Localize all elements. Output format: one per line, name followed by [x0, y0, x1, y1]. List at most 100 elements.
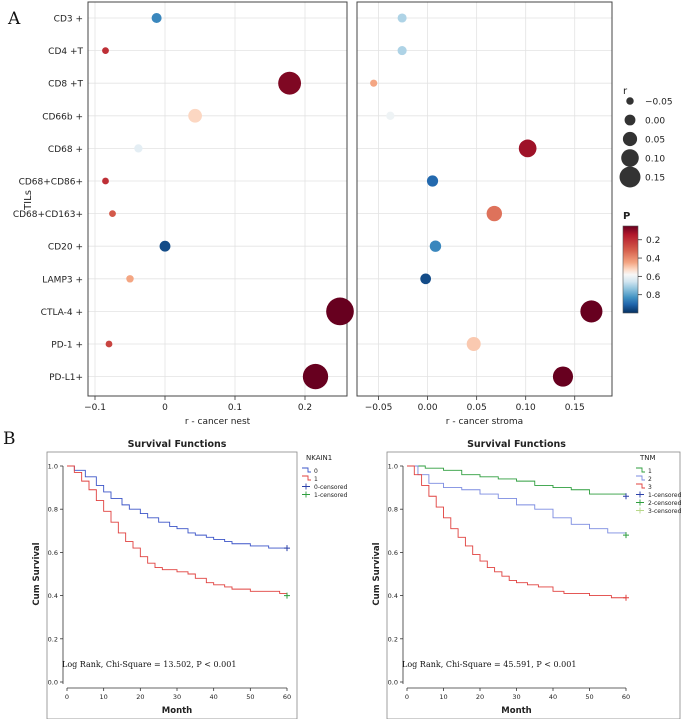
legend-title: TNM — [639, 454, 656, 462]
x-tick-label: −0.1 — [84, 403, 106, 413]
x-tick-label: 30 — [173, 693, 181, 701]
bubble-point — [486, 205, 503, 222]
colorbar-tick-label: 0.4 — [646, 255, 661, 265]
color-legend-title: P — [623, 211, 630, 222]
chart-frame — [46, 451, 298, 719]
y-tick-label: 0.0 — [388, 679, 398, 687]
bubble-point — [102, 47, 109, 54]
plot-frame — [87, 1, 348, 397]
bubble-point — [518, 139, 537, 158]
x-tick-label: 60 — [283, 693, 291, 701]
censor-mark — [284, 545, 290, 552]
legend-entry: 0-censored — [314, 484, 348, 491]
bubble-panel-2: −0.05 0.00 0.05 0.10 0.15 r - cancer stroma — [356, 1, 613, 427]
legend-entry: 1 — [314, 476, 318, 483]
bubble-point — [126, 275, 134, 283]
x-tick-label: 50 — [585, 693, 593, 701]
x-tick-label: 0 — [162, 403, 168, 413]
legend-entry: 1-censored — [314, 492, 348, 499]
x-tick-label: 50 — [246, 693, 254, 701]
category-tick-label: PD-L1+ — [49, 373, 83, 383]
legend-title: NKAIN1 — [306, 454, 332, 462]
category-tick-label: PD-1 + — [51, 341, 83, 351]
x-tick-label: 0.1 — [228, 403, 242, 413]
bubble-point — [102, 177, 109, 185]
size-legend-label: 0.10 — [645, 155, 665, 165]
colorbar-tick-label: 0.6 — [646, 273, 661, 283]
km-chart-2: Survival Functions 0.0 0.2 0.4 0.6 0.8 1.0 0 10 2… — [372, 439, 682, 719]
category-tick-label: CTLA-4 + — [41, 308, 83, 318]
x-tick-label: 0.00 — [418, 403, 438, 413]
size-legend-dot — [621, 149, 639, 167]
x-tick-label: 20 — [136, 693, 144, 701]
bubble-chart-a: TILs CD3 + CD4 +T CD8 +T CD66b + CD68 + CD68+C… — [13, 1, 673, 427]
legend-marker — [636, 491, 644, 498]
legend-marker — [302, 467, 311, 473]
y-tick-label: 0.4 — [48, 592, 58, 600]
bubble-point — [326, 297, 354, 326]
size-legend-dot — [626, 97, 634, 105]
y-axis-title: Cum Survival — [372, 542, 382, 605]
bubble-point — [278, 71, 302, 95]
y-tick-label: 0.2 — [388, 635, 398, 643]
bubble-point — [159, 240, 171, 252]
legend-marker — [636, 499, 644, 506]
category-tick-label: CD68 + — [48, 145, 83, 155]
size-legend-label: 0.05 — [645, 136, 665, 146]
bubble-point — [386, 111, 395, 120]
legend-marker — [636, 467, 645, 473]
survival-curve-1 — [67, 465, 288, 596]
survival-curve-1 — [407, 465, 627, 497]
x-tick-label: 0.15 — [565, 403, 585, 413]
y-tick-label: 1.0 — [388, 463, 398, 471]
logrank-annotation: Log Rank, Chi-Square = 45.591, P < 0.001 — [402, 660, 576, 669]
legend-marker — [302, 491, 310, 498]
x-tick-label: 20 — [476, 693, 484, 701]
x-tick-label: 40 — [210, 693, 218, 701]
x-tick-label: 0.2 — [298, 403, 312, 413]
bubble-point — [580, 300, 603, 323]
bubble-point — [466, 336, 481, 352]
size-legend-dot — [619, 166, 641, 188]
x-tick-label: 0.05 — [467, 403, 487, 413]
panel-label-a: A — [7, 9, 21, 29]
bubble-point — [426, 175, 439, 187]
plot-frame — [356, 1, 613, 397]
legend-entry: 2-censored — [648, 500, 682, 507]
legend-entry: 2 — [648, 476, 652, 483]
legend-entry: 1 — [648, 468, 652, 475]
legend-entry: 3 — [648, 484, 652, 491]
size-legend: r −0.05 0.00 0.05 0.10 0.15 — [619, 86, 673, 188]
y-tick-label: 0.4 — [388, 592, 398, 600]
x-tick-label: 10 — [100, 693, 108, 701]
y-axis-title: TILs — [23, 190, 34, 211]
y-tick-label: 0.2 — [48, 635, 58, 643]
bubble-point — [105, 340, 113, 348]
bubble-point — [370, 79, 378, 87]
bubble-point — [397, 13, 407, 23]
category-tick-label: CD66b + — [42, 112, 83, 122]
survival-curve-0 — [67, 465, 287, 549]
bubble-point — [188, 108, 202, 123]
category-tick-label: CD8 +T — [48, 80, 83, 90]
x-tick-label: −0.05 — [365, 403, 393, 413]
bubble-point — [397, 46, 407, 56]
censor-mark — [623, 493, 629, 500]
x-axis-title: r - cancer nest — [185, 417, 251, 427]
logrank-annotation: Log Rank, Chi-Square = 13.502, P < 0.001 — [62, 660, 236, 669]
bubble-point — [109, 210, 116, 218]
chart-title: Survival Functions — [467, 439, 566, 450]
legend-entry: 1-censored — [648, 492, 682, 499]
bubble-point — [151, 12, 162, 24]
size-legend-dot — [622, 131, 638, 147]
bubble-point — [420, 273, 432, 285]
x-tick-label: 0.10 — [516, 403, 536, 413]
size-legend-dot — [624, 114, 636, 126]
legend-entry: 0 — [314, 468, 318, 475]
y-tick-label: 0.0 — [48, 679, 58, 687]
x-axis-title: r - cancer stroma — [446, 417, 523, 427]
legend-marker — [302, 475, 311, 481]
